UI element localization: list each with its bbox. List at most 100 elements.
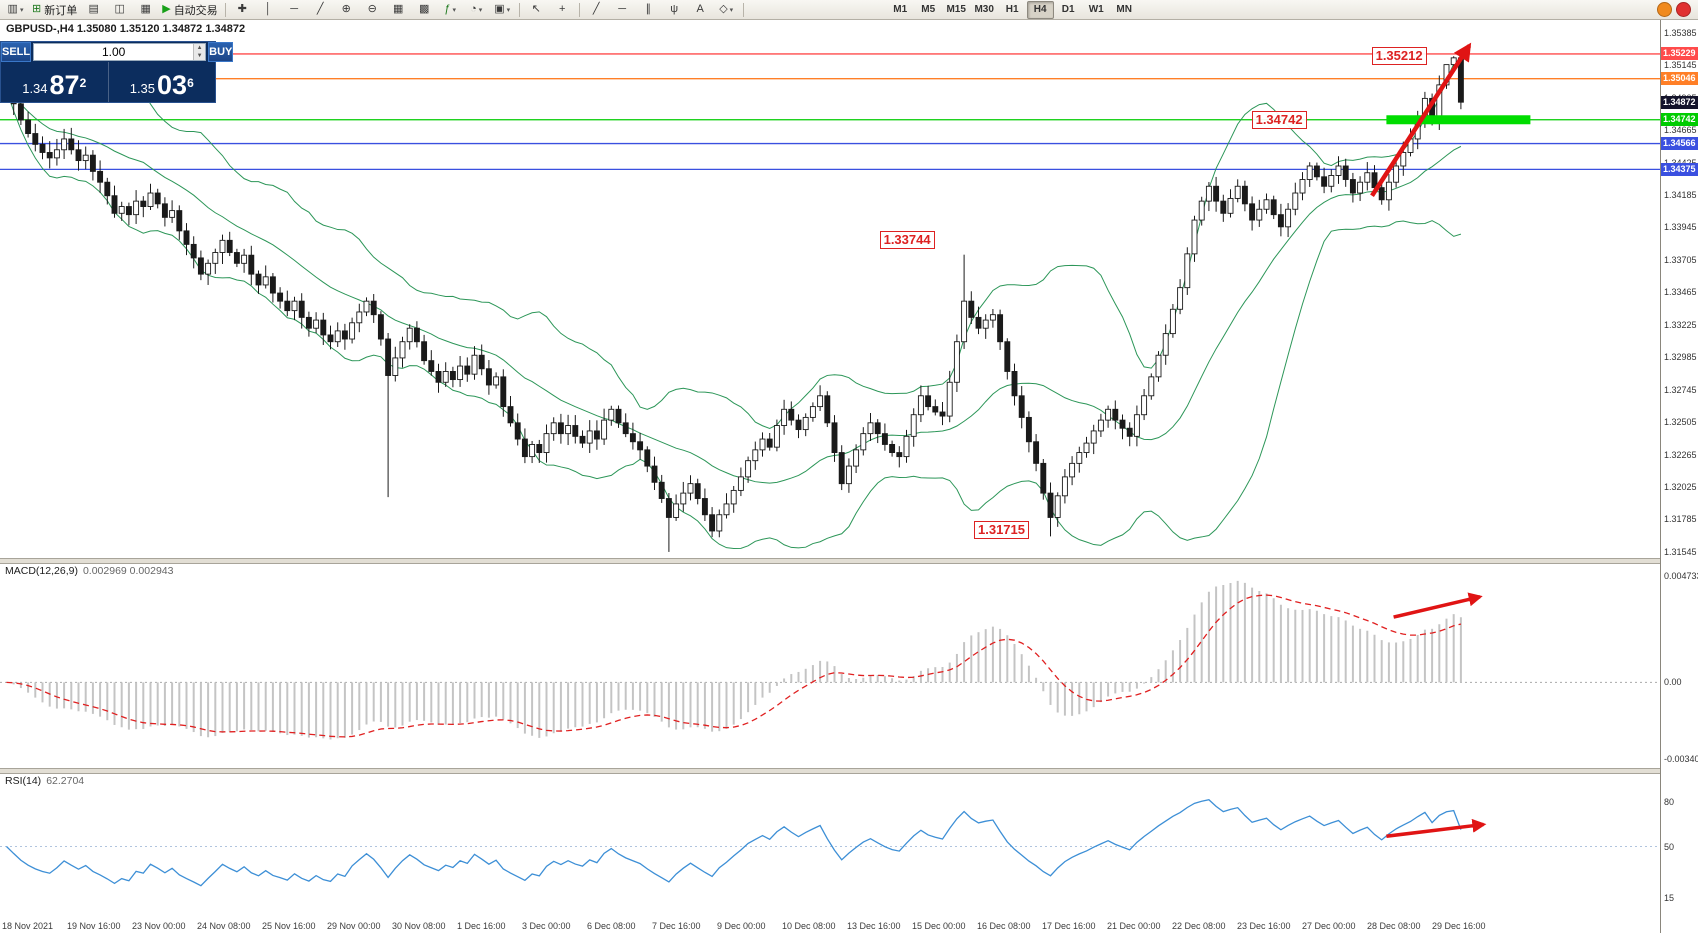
timeframe-d1[interactable]: D1 (1061, 4, 1075, 15)
price-axis-label: 1.31785 (1664, 514, 1697, 525)
price-axis-label: 1.32985 (1664, 352, 1697, 363)
buy-price: 1.35 03 6 (109, 62, 216, 102)
equidistant-channel-icon[interactable]: ∥ (636, 0, 661, 19)
new-order-button-label: 新订单 (44, 4, 78, 17)
crosshair-tool-icon[interactable]: + (550, 0, 575, 19)
buy-button[interactable]: BUY (208, 42, 234, 62)
profiles-icon[interactable]: ▤ (81, 0, 106, 19)
toolbar-items: ▥ ▾ ⊞ 新订单 ▤ ◫ ▦ ▶ 自动交易 ✚ │ ─ ╱ ⊕ ⊖ ▦ ▩ ƒ ▾ ◔ ▾ ▣ ▾ ↖ + ╱ ─ ∥ ψ A ◇ ▾ (3, 0, 747, 19)
volume-increase-button[interactable]: ▲ (194, 44, 206, 52)
timeframe-m1[interactable]: M1 (893, 4, 908, 15)
time-axis[interactable]: 18 Nov 2021 19 Nov 16:00 23 Nov 00:00 24 No… (0, 920, 1660, 933)
pane-separator[interactable] (0, 768, 1660, 774)
caret-icon: ▾ (452, 6, 456, 14)
buy-price-prefix: 1.35 (129, 81, 156, 96)
tile-windows-icon-glyph: ▦ (392, 3, 404, 15)
timeframe-m15[interactable]: M15 (946, 4, 966, 15)
horizontal-line-tool-icon[interactable]: ─ (610, 0, 635, 19)
toolbar-separator (578, 2, 580, 17)
alert-badge-red[interactable] (1676, 2, 1691, 17)
arrows-icon[interactable]: ◇ ▾ (714, 0, 739, 19)
candlestick-series (3, 56, 1464, 552)
time-axis-label: 15 Dec 00:00 (912, 921, 966, 931)
tile-windows-icon[interactable]: ▦ (386, 0, 411, 19)
time-axis-label: 9 Dec 00:00 (717, 921, 766, 931)
indicators-icon[interactable]: ƒ ▾ (438, 0, 463, 19)
zoom-out-icon[interactable]: ⊖ (360, 0, 385, 19)
rsi-pane[interactable] (0, 773, 1660, 920)
volume-input-wrap: ▲ ▼ (33, 43, 207, 61)
timeframe-m30[interactable]: M30 (974, 4, 994, 15)
macd-label-values: 0.002969 0.002943 (82, 565, 174, 577)
andrews-pitchfork-icon-glyph: ψ (670, 3, 679, 15)
cascade-windows-icon-glyph: ▩ (418, 3, 430, 15)
chart-window-icon[interactable]: ▥ ▾ (3, 0, 28, 19)
text-label-icon[interactable]: A (688, 0, 713, 19)
chart-window-icon-glyph: ▥ (7, 3, 18, 15)
price-axis[interactable]: 1.353851.351451.349051.346651.344251.341… (1660, 20, 1698, 933)
data-window-icon[interactable]: ▦ (133, 0, 158, 19)
price-axis-label: 1.31545 (1664, 546, 1697, 557)
trendline-tool-icon[interactable]: ╱ (584, 0, 609, 19)
macd-pane[interactable] (0, 563, 1660, 768)
volume-spinner: ▲ ▼ (193, 44, 206, 60)
toolbar-separator (518, 2, 520, 17)
horizontal-line-icon[interactable]: ─ (282, 0, 307, 19)
trend-arrow[interactable] (1386, 818, 1487, 838)
timeframe-w1[interactable]: W1 (1088, 4, 1104, 15)
periods-icon[interactable]: ◔ ▾ (464, 0, 489, 19)
time-axis-label: 19 Nov 16:00 (67, 921, 121, 931)
time-axis-label: 23 Nov 00:00 (132, 921, 186, 931)
timeframe-h1[interactable]: H1 (1005, 4, 1019, 15)
bollinger-band-line (6, 88, 1462, 484)
trendline-icon[interactable]: ╱ (308, 0, 333, 19)
zoom-in-icon[interactable]: ⊕ (334, 0, 359, 19)
trend-arrow[interactable] (1370, 42, 1472, 197)
rsi-axis-label: 80 (1664, 797, 1675, 808)
price-axis-label: 1.32505 (1664, 417, 1697, 428)
price-axis-label: 1.33705 (1664, 254, 1697, 265)
crosshair-icon[interactable]: ✚ (230, 0, 255, 19)
vertical-line-icon[interactable]: │ (256, 0, 281, 19)
rsi-axis-label: 15 (1664, 892, 1675, 903)
timeframe-h4[interactable]: H4 (1026, 0, 1054, 19)
templates-icon[interactable]: ▣ ▾ (490, 0, 515, 19)
sell-button[interactable]: SELL (1, 42, 32, 62)
new-order-button[interactable]: ⊞ 新订单 (29, 0, 80, 19)
time-axis-label: 17 Dec 16:00 (1042, 921, 1096, 931)
buy-price-main: 03 (157, 70, 188, 100)
cursor-icon[interactable]: ↖ (524, 0, 549, 19)
autotrading-button-label: 自动交易 (173, 4, 218, 17)
price-axis-label: 1.35145 (1664, 60, 1697, 71)
andrews-pitchfork-icon[interactable]: ψ (662, 0, 687, 19)
alert-badge-orange[interactable] (1657, 2, 1672, 17)
price-axis-label: 1.35385 (1664, 27, 1697, 38)
price-axis-label: 1.33465 (1664, 287, 1697, 298)
trend-arrow[interactable] (1393, 592, 1483, 619)
price-axis-label: 1.33225 (1664, 319, 1697, 330)
volume-decrease-button[interactable]: ▼ (194, 52, 206, 60)
rsi-indicator-label: RSI(14) 62.2704 (5, 775, 84, 787)
time-axis-label: 22 Dec 08:00 (1172, 921, 1226, 931)
caret-icon: ▾ (729, 6, 734, 14)
equidistant-channel-icon-glyph: ∥ (645, 3, 651, 15)
horizontal-line-icon-glyph: ─ (290, 3, 299, 15)
price-tag-level: 1.35046 (1661, 72, 1698, 86)
autotrading-button[interactable]: ▶ 自动交易 (159, 0, 220, 19)
new-order-button-glyph: ⊞ (32, 3, 42, 15)
time-axis-label: 3 Dec 00:00 (522, 921, 571, 931)
cascade-windows-icon[interactable]: ▩ (412, 0, 437, 19)
volume-input[interactable] (34, 44, 194, 60)
timeframe-m5[interactable]: M5 (921, 4, 936, 15)
support-zone-band[interactable] (1386, 115, 1531, 125)
price-pane[interactable] (0, 20, 1660, 558)
timeframe-buttons: M1 M5 M15 M30 H1 H4 D1 W1 MN (887, 0, 1138, 19)
arrows-icon-glyph: ◇ (719, 3, 728, 15)
caret-icon: ▾ (478, 6, 483, 14)
rsi-label-value: 62.2704 (46, 775, 85, 787)
timeframe-mn[interactable]: MN (1116, 4, 1132, 15)
pane-separator[interactable] (0, 558, 1660, 564)
market-watch-icon[interactable]: ◫ (107, 0, 132, 19)
caret-icon: ▾ (506, 6, 511, 14)
